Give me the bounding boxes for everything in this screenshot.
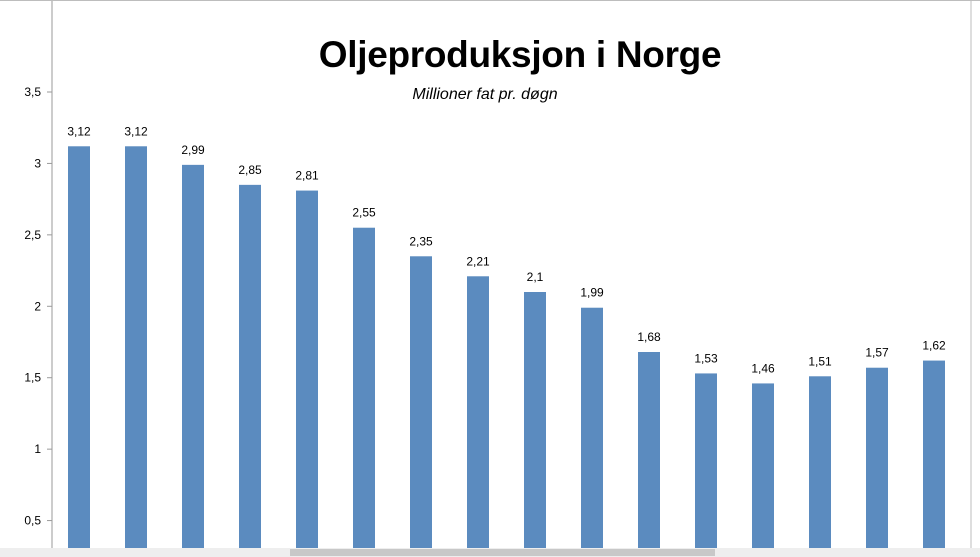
bar [581,307,603,548]
data-label: 1,51 [808,354,832,368]
bar [239,184,261,548]
bar [182,164,204,548]
data-label: 1,57 [865,346,889,360]
y-tick-label: 0,5 [24,514,41,528]
data-label: 2,99 [181,143,205,157]
data-label: 1,53 [694,351,718,365]
bar [296,190,318,549]
data-label: 2,55 [352,206,376,220]
data-label: 3,12 [124,124,148,138]
data-label: 2,35 [409,234,433,248]
scrollbar-thumb [290,549,715,556]
bottom-scrollbar-strip [0,548,980,557]
data-label: 1,99 [580,286,604,300]
chart-subtitle: Millioner fat pr. døgn [412,86,558,103]
y-tick-label: 2,5 [24,228,41,242]
y-tick-label: 3 [34,156,41,170]
data-label: 1,62 [922,339,946,353]
bar [524,292,546,548]
y-tick-label: 1,5 [24,371,41,385]
bar [638,352,660,548]
data-label: 2,85 [238,163,262,177]
y-tick-label: 1 [34,442,41,456]
data-label: 2,1 [527,270,544,284]
y-tick-label: 2 [34,299,41,313]
bar [752,383,774,548]
bar [410,256,432,548]
bar [467,276,489,548]
bar [695,373,717,548]
bar [809,376,831,548]
data-label: 2,81 [295,169,319,183]
y-tick-label: 3,5 [24,85,41,99]
bar [353,227,375,548]
bar [68,146,90,549]
data-label: 1,46 [751,361,775,375]
bar [923,360,945,548]
chart-title: Oljeproduksjon i Norge [318,34,722,75]
data-label: 1,68 [637,330,661,344]
data-label: 3,12 [67,124,91,138]
bar [866,367,888,548]
bar [125,146,147,549]
data-label: 2,21 [466,254,490,268]
